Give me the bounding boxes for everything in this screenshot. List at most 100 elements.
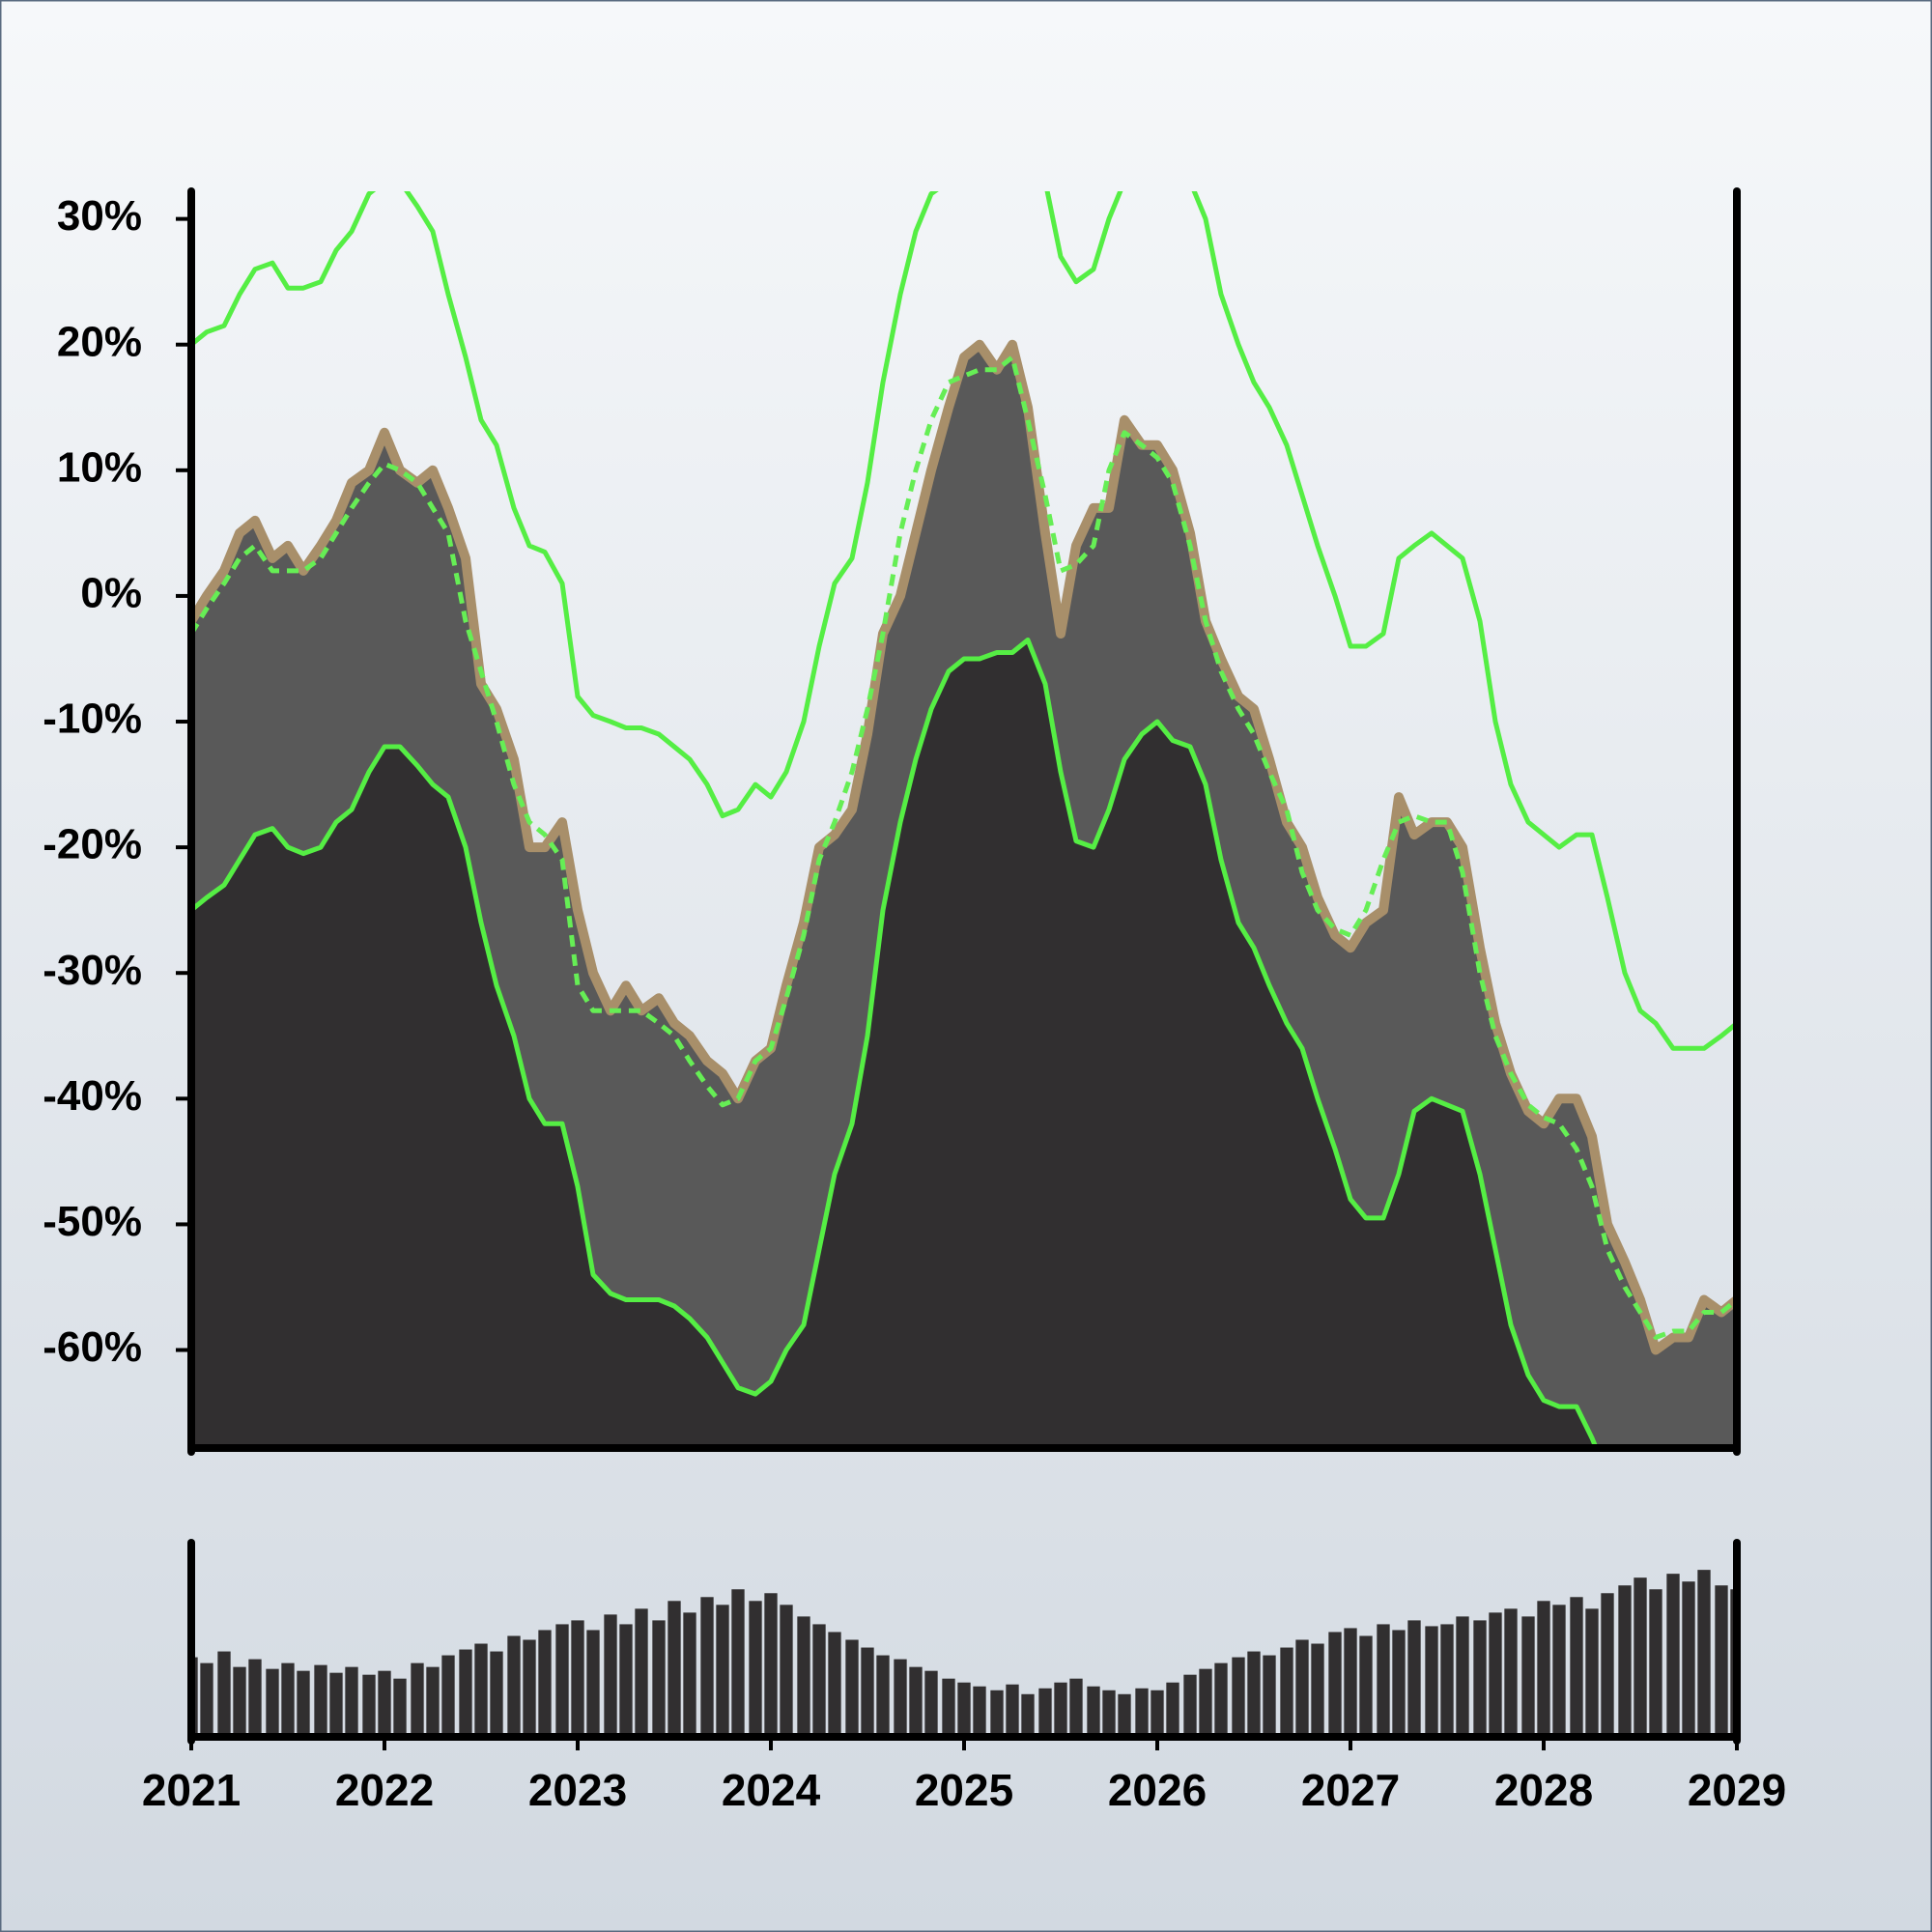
volume-bar bbox=[990, 1690, 1004, 1737]
volume-bar bbox=[1328, 1632, 1342, 1737]
y-tick-label: -10% bbox=[43, 696, 142, 743]
volume-bar bbox=[957, 1682, 971, 1737]
volume-bar bbox=[1489, 1612, 1502, 1737]
volume-bar bbox=[1570, 1597, 1583, 1737]
volume-bar bbox=[1585, 1608, 1599, 1737]
volume-bar bbox=[1682, 1581, 1695, 1737]
volume-bar bbox=[909, 1666, 923, 1737]
x-tick-label: 2027 bbox=[1301, 1765, 1400, 1815]
volume-bar bbox=[1392, 1630, 1406, 1737]
volume-bar bbox=[490, 1651, 503, 1737]
volume-bar bbox=[1087, 1686, 1100, 1737]
y-tick-label: 10% bbox=[57, 443, 142, 491]
y-tick-label: -50% bbox=[43, 1198, 142, 1245]
y-tick-label: -60% bbox=[43, 1323, 142, 1371]
x-tick-label: 2028 bbox=[1494, 1765, 1593, 1815]
volume-bar bbox=[474, 1643, 488, 1737]
volume-bar bbox=[1473, 1620, 1487, 1737]
x-tick-label: 2023 bbox=[528, 1765, 627, 1815]
y-tick-label: 30% bbox=[57, 192, 142, 240]
volume-bar bbox=[1021, 1693, 1035, 1737]
volume-bar bbox=[1504, 1608, 1518, 1737]
y-tick-label: -30% bbox=[43, 947, 142, 994]
volume-bar bbox=[1069, 1678, 1083, 1737]
volume-bar bbox=[362, 1674, 376, 1737]
volume-bar bbox=[200, 1662, 213, 1737]
volume-bar bbox=[1697, 1570, 1711, 1737]
volume-bar bbox=[1666, 1574, 1680, 1737]
volume-bar bbox=[586, 1630, 600, 1737]
volume-bar bbox=[635, 1608, 648, 1737]
volume-bar bbox=[749, 1601, 762, 1737]
volume-bar bbox=[329, 1672, 343, 1737]
volume-bar bbox=[571, 1620, 584, 1737]
volume-bar bbox=[700, 1597, 714, 1737]
volume-bar bbox=[1715, 1585, 1728, 1737]
volume-bar bbox=[1344, 1628, 1357, 1737]
x-tick-label: 2025 bbox=[915, 1765, 1013, 1815]
volume-bar bbox=[1263, 1655, 1276, 1737]
plot-area bbox=[191, 191, 1737, 1448]
volume-bar bbox=[1537, 1601, 1550, 1737]
volume-bar bbox=[1006, 1684, 1019, 1737]
line bbox=[191, 339, 1737, 1355]
volume-bar bbox=[1377, 1624, 1390, 1737]
volume-bar bbox=[1456, 1616, 1469, 1737]
volume-bar bbox=[1232, 1657, 1245, 1737]
volume-bar bbox=[393, 1678, 407, 1737]
volume-bar bbox=[1151, 1690, 1164, 1737]
volume-bar bbox=[1247, 1651, 1261, 1737]
volume-bar bbox=[1280, 1647, 1293, 1737]
volume-bar bbox=[281, 1662, 295, 1737]
volume-bar bbox=[426, 1666, 440, 1737]
volume-bar bbox=[1038, 1688, 1052, 1737]
y-tick-label: -20% bbox=[43, 821, 142, 868]
volume-bar bbox=[1118, 1693, 1131, 1737]
volume-bar bbox=[1135, 1688, 1149, 1737]
volume-bar bbox=[1521, 1616, 1535, 1737]
volume-bar bbox=[314, 1664, 327, 1737]
y-tick-label: 20% bbox=[57, 318, 142, 365]
volume-bar bbox=[1295, 1639, 1309, 1737]
volume-bar bbox=[233, 1666, 246, 1737]
volume-bar bbox=[845, 1639, 859, 1737]
y-tick-label: 0% bbox=[80, 570, 142, 617]
line bbox=[191, 191, 1737, 1051]
volume-bar bbox=[507, 1635, 521, 1737]
volume-bar bbox=[441, 1655, 455, 1737]
volume-bar bbox=[411, 1662, 424, 1737]
volume-bar bbox=[217, 1651, 231, 1737]
area-fill bbox=[191, 639, 1597, 1448]
volume-bar bbox=[1649, 1589, 1662, 1737]
volume-bar bbox=[924, 1670, 938, 1737]
volume-bar bbox=[652, 1620, 666, 1737]
volume-bar bbox=[459, 1649, 472, 1737]
volume-bar bbox=[619, 1624, 633, 1737]
volume-bar bbox=[1407, 1620, 1421, 1737]
volume-bar bbox=[861, 1647, 874, 1737]
volume-bar bbox=[297, 1670, 310, 1737]
volume-bar bbox=[1601, 1593, 1614, 1737]
volume-bar bbox=[668, 1601, 681, 1737]
x-tick-label: 2029 bbox=[1688, 1765, 1786, 1815]
volume-bar bbox=[604, 1614, 617, 1737]
volume-bar bbox=[828, 1632, 841, 1737]
volume-bar bbox=[1199, 1668, 1212, 1737]
volume-bar bbox=[1359, 1635, 1373, 1737]
x-tick-label: 2026 bbox=[1108, 1765, 1207, 1815]
volume-bar bbox=[683, 1612, 696, 1737]
volume-bar bbox=[248, 1659, 262, 1737]
volume-bar bbox=[780, 1605, 793, 1737]
volume-bar bbox=[764, 1593, 778, 1737]
volume-bar bbox=[266, 1668, 279, 1737]
volume-bar bbox=[523, 1639, 536, 1737]
volume-bar bbox=[797, 1616, 810, 1737]
volume-bar bbox=[876, 1655, 890, 1737]
volume-bar bbox=[1054, 1682, 1067, 1737]
y-tick-label: -40% bbox=[43, 1072, 142, 1120]
x-tick-label: 2022 bbox=[335, 1765, 434, 1815]
volume-bar bbox=[812, 1624, 826, 1737]
volume-bar bbox=[1440, 1624, 1454, 1737]
